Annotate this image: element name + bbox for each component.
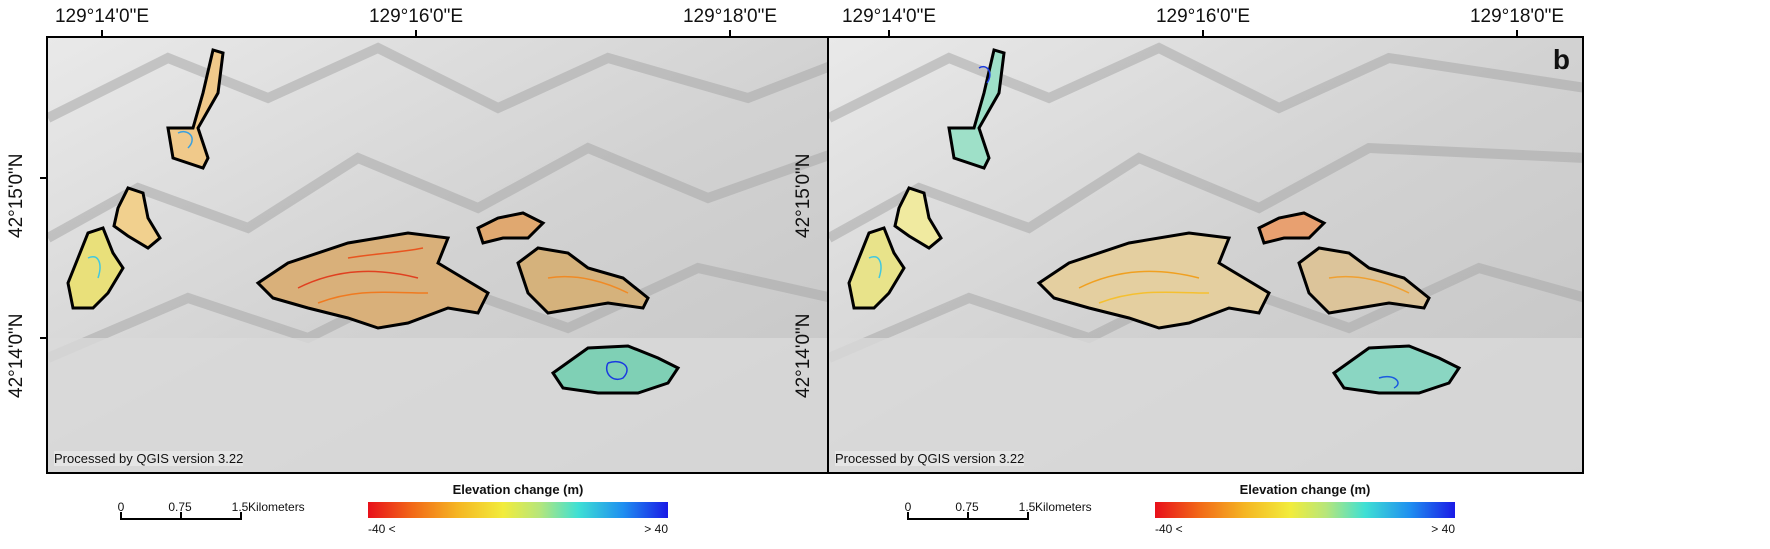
scale-tick-label: 1.5 <box>1018 500 1036 514</box>
lon-label-2: 129°16'0"E <box>368 6 464 27</box>
lat-label-1: 42°15'0"N <box>793 153 814 238</box>
lon-tick <box>1202 30 1204 36</box>
lon-tick <box>415 30 417 36</box>
scale-tick <box>907 512 909 520</box>
scale-tick <box>1027 512 1029 520</box>
lat-label-2: 42°14'0"N <box>793 313 814 398</box>
lon-label-1: 129°14'0"E <box>841 6 937 27</box>
lat-tick <box>40 177 46 179</box>
elevation-legend: Elevation change (m) -40 < > 40 <box>368 482 668 546</box>
polygon-west-upper <box>893 186 943 250</box>
polygon-west-lower <box>847 226 906 310</box>
scale-tick-label: 0.75 <box>168 500 192 514</box>
polygon-west-upper <box>112 186 162 250</box>
scale-bar: 0 0.75 1.5 Kilometers <box>117 500 380 544</box>
polygon-southeast <box>1331 344 1462 395</box>
polygon-central <box>255 231 490 330</box>
lon-label-1: 129°14'0"E <box>54 6 150 27</box>
polygon-north <box>947 48 1006 170</box>
polygon-northeast <box>476 211 546 245</box>
polygon-southeast <box>550 344 681 395</box>
scale-tick-label: 0.75 <box>955 500 979 514</box>
contour-lines <box>87 131 629 380</box>
landslide-polygons <box>847 48 1462 395</box>
legend-low-label: -40 < <box>1155 522 1183 536</box>
legend-color-ramp <box>1155 502 1455 518</box>
map-frame: a Processed by QGIS version 3.22 <box>46 36 875 474</box>
scale-tick-label: 0 <box>904 500 912 514</box>
scale-tick <box>240 512 242 520</box>
lat-label-1: 42°15'0"N <box>6 153 27 238</box>
scale-units: Kilometers <box>1035 500 1092 514</box>
lon-label-3: 129°18'0"E <box>682 6 778 27</box>
credit-text: Processed by QGIS version 3.22 <box>835 451 1025 466</box>
contour-lines <box>868 66 1410 389</box>
lon-tick <box>1516 30 1518 36</box>
lat-label-2: 42°14'0"N <box>6 313 27 398</box>
map-frame: b Processed by QGIS version 3.22 <box>827 36 1584 474</box>
polygon-east <box>1297 246 1431 315</box>
map-panel-b: 129°14'0"E 129°16'0"E 129°18'0"E 42°15'0… <box>793 0 1770 549</box>
legend-color-ramp <box>368 502 668 518</box>
polygon-northeast <box>1257 211 1327 245</box>
lon-tick <box>101 30 103 36</box>
lon-tick <box>729 30 731 36</box>
polygon-central <box>1036 231 1271 330</box>
map-canvas <box>829 38 1582 472</box>
legend-high-label: > 40 <box>644 522 668 536</box>
landslide-polygons <box>66 48 681 395</box>
lon-label-3: 129°18'0"E <box>1469 6 1565 27</box>
lat-tick <box>40 337 46 339</box>
lon-tick <box>888 30 890 36</box>
polygon-west-lower <box>66 226 125 310</box>
polygon-east <box>516 246 650 315</box>
map-panel-a: 129°14'0"E 129°16'0"E 129°18'0"E 42°15'0… <box>6 6 875 546</box>
scale-tick <box>967 512 969 520</box>
scale-tick <box>180 512 182 520</box>
scale-units: Kilometers <box>248 500 305 514</box>
scale-tick-label: 1.5 <box>231 500 249 514</box>
map-canvas <box>48 38 873 472</box>
valley-floor <box>829 338 1582 472</box>
polygon-north <box>166 48 225 170</box>
lon-label-2: 129°16'0"E <box>1155 6 1251 27</box>
legend-low-label: -40 < <box>368 522 396 536</box>
legend-high-label: > 40 <box>1431 522 1455 536</box>
legend-title: Elevation change (m) <box>452 482 584 497</box>
credit-text: Processed by QGIS version 3.22 <box>54 451 244 466</box>
legend-title: Elevation change (m) <box>1239 482 1371 497</box>
elevation-legend: Elevation change (m) -40 < > 40 <box>1155 482 1455 546</box>
panel-letter: b <box>1552 44 1570 75</box>
scale-tick <box>120 512 122 520</box>
scale-bar: 0 0.75 1.5 Kilometers <box>904 500 1167 544</box>
scale-tick-label: 0 <box>117 500 125 514</box>
valley-floor <box>48 338 873 472</box>
